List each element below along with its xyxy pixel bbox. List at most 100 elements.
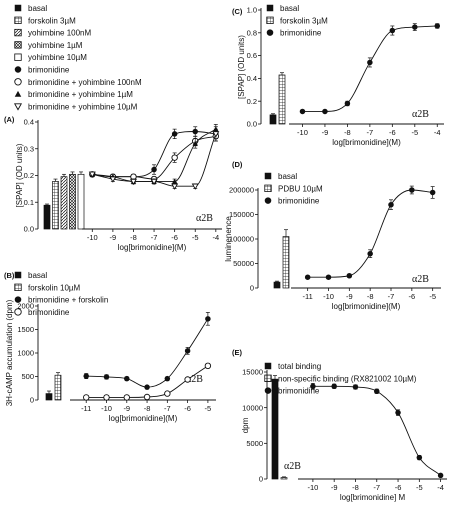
data-point-b-1-6 [204, 362, 212, 370]
bar-e-0 [271, 378, 279, 480]
x-tick-label-b-2: -9 [123, 404, 130, 413]
y-tick-label-d-3: 150000 [229, 210, 254, 219]
legend-marker-b-3 [14, 308, 22, 316]
data-point-b-1-0 [83, 394, 90, 401]
data-point-c-0-0 [299, 108, 306, 115]
data-point-e-0-2 [352, 384, 359, 390]
panel-d: basal PDBU 10µM brimonidine (D) 0 50000 100000… [224, 160, 441, 311]
x-axis-label-b: log[brimonidine](M) [109, 414, 178, 423]
x-tick-label-e-5: -5 [416, 483, 423, 492]
data-point-a-3-0 [88, 171, 96, 178]
legend-marker-d-1 [264, 184, 272, 192]
y-tick-label-c-1: 0.2 [247, 97, 257, 106]
legend-label-a-2: yohimbine 100nM [28, 29, 91, 38]
receptor-label-b: α2B [186, 374, 203, 385]
data-point-c-0-4 [389, 27, 396, 34]
y-tick-label-b-4: 2000 [17, 302, 34, 311]
y-tick-label-a-0: 0.0 [24, 225, 34, 234]
data-point-a-1-4 [171, 154, 178, 161]
legend-label-a-5: brimonidine [28, 66, 70, 75]
bar-c-1 [278, 74, 286, 125]
legend-label-a-3: yohimbine 1µM [28, 41, 83, 50]
legend-marker-c-1 [266, 16, 274, 24]
x-tick-label-b-4: -7 [164, 404, 171, 413]
legend-label-a-1: forskolin 3µM [28, 16, 76, 25]
legend-label-a-6: brimonidine + yohimbine 100nM [28, 78, 142, 87]
x-tick-label-b-3: -8 [144, 404, 151, 413]
data-point-a-3-2 [129, 178, 137, 186]
y-tick-label-a-1: 0.1 [24, 198, 34, 207]
receptor-label-e: α2B [284, 461, 301, 472]
data-point-b-0-5 [184, 348, 191, 354]
y-tick-label-a-2: 0.2 [24, 171, 34, 180]
x-tick-label-d-2: -9 [346, 292, 353, 301]
legend-marker-a-4 [14, 53, 22, 61]
bar-d-1 [282, 236, 290, 289]
data-point-b-0-4 [164, 375, 171, 382]
y-axis-label-d: luminenence [224, 216, 233, 262]
data-point-a-3-6 [212, 131, 220, 138]
x-tick-label-d-1: -10 [323, 292, 334, 301]
bar-a-4 [77, 173, 85, 230]
data-point-e-0-5 [416, 454, 423, 461]
y-tick-label-b-1: 500 [21, 372, 34, 381]
y-tick-label-e-1: 5000 [246, 439, 263, 448]
y-tick-label-e-2: 10000 [242, 403, 263, 412]
panel-label-e: (E) [232, 348, 243, 357]
y-tick-label-b-2: 1000 [17, 349, 34, 358]
data-point-c-0-3 [367, 59, 373, 66]
legend-marker-a-8 [13, 103, 23, 111]
panel-b: basal forskolin 10µM brimonidine + forskol… [4, 271, 216, 423]
x-tick-label-c-3: -7 [367, 128, 374, 137]
y-tick-label-b-3: 1500 [17, 325, 34, 334]
legend-marker-a-5 [14, 66, 22, 73]
legend-label-a-4: yohimbine 10µM [28, 53, 87, 62]
x-tick-label-e-0: -10 [307, 483, 318, 492]
legend-marker-e-1 [264, 374, 272, 382]
series-curve-c-0 [302, 25, 438, 112]
legend-marker-a-6 [14, 78, 22, 86]
data-point-d-0-2 [346, 273, 353, 279]
bar-b-1 [54, 374, 62, 401]
legend-marker-a-7 [14, 90, 22, 97]
x-tick-label-c-6: -4 [434, 128, 441, 137]
data-point-d-0-4 [388, 201, 394, 208]
x-tick-label-b-6: -5 [205, 404, 212, 413]
legend-marker-e-2 [264, 387, 272, 394]
legend-marker-a-1 [14, 16, 22, 24]
panel-label-c: (C) [232, 7, 243, 16]
bar-b-0 [45, 393, 53, 401]
data-point-e-0-6 [437, 472, 444, 479]
y-tick-label-d-4: 200000 [229, 186, 254, 195]
x-tick-label-e-6: -4 [437, 483, 444, 492]
data-point-e-0-1 [331, 383, 337, 390]
y-tick-label-c-2: 0.4 [247, 74, 257, 83]
data-point-a-3-4 [171, 183, 179, 190]
data-point-b-1-1 [103, 394, 110, 401]
panel-c: basal forskolin 3µM brimonidine (C) 0.0 0.2 0.… [232, 4, 444, 147]
x-tick-label-c-2: -8 [344, 128, 351, 137]
legend-marker-d-0 [264, 172, 272, 180]
y-tick-label-e-3: 15000 [242, 368, 263, 377]
data-point-b-1-2 [123, 394, 130, 401]
legend-label-b-3: brimonidine [28, 308, 70, 317]
data-point-a-3-1 [109, 176, 117, 183]
data-point-d-0-6 [429, 189, 436, 196]
y-tick-label-d-0: 0 [250, 284, 254, 293]
legend-marker-e-0 [264, 362, 272, 370]
bar-a-3 [69, 173, 76, 230]
x-tick-label-a-6: -4 [212, 233, 219, 242]
x-tick-label-d-6: -5 [429, 292, 436, 301]
y-tick-label-a-3: 0.3 [24, 144, 34, 153]
bar-a-0 [43, 204, 51, 230]
data-point-c-0-5 [412, 24, 418, 30]
bar-a-1 [52, 181, 59, 230]
legend-label-c-1: forskolin 3µM [280, 16, 328, 25]
data-point-b-1-4 [164, 390, 171, 397]
x-tick-label-e-4: -6 [395, 483, 402, 492]
y-axis-label-e: dpm [241, 417, 250, 433]
data-point-d-0-0 [304, 274, 311, 280]
legend-marker-d-2 [264, 197, 272, 204]
x-tick-label-d-0: -11 [303, 292, 313, 301]
